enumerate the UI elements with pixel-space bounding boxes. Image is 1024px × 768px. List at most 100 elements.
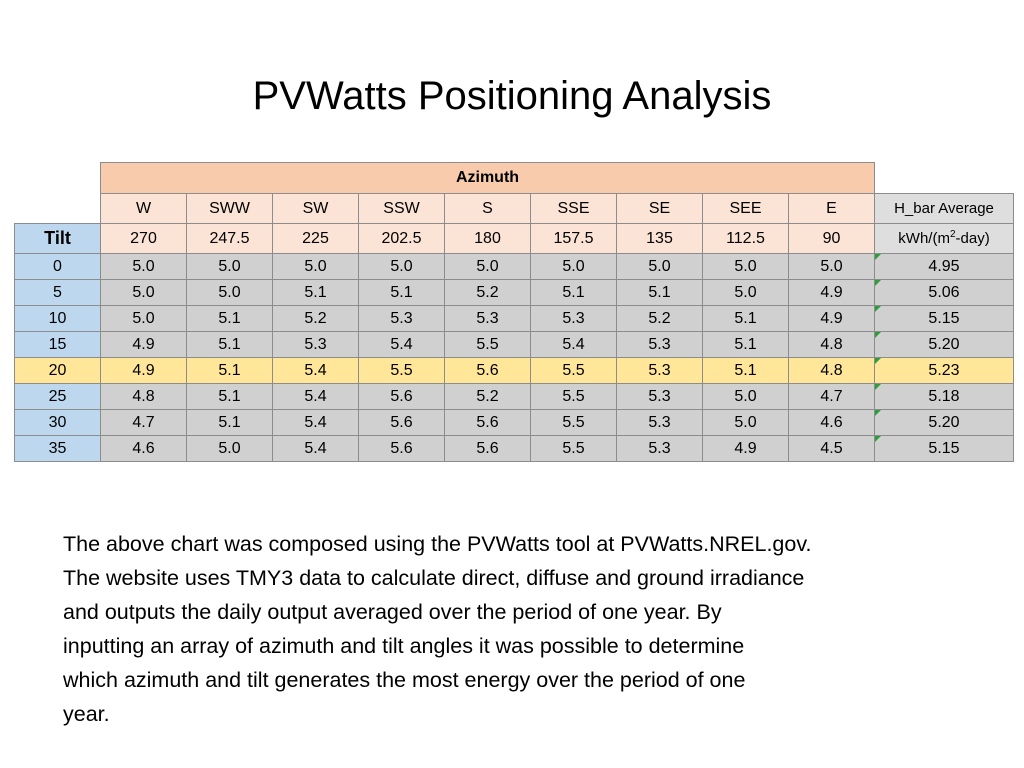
irradiance-value-cell: 5.0: [702, 383, 789, 410]
irradiance-value-cell: 5.5: [530, 357, 617, 384]
tilt-value-cell: 5: [14, 279, 101, 306]
tilt-value-cell: 30: [14, 409, 101, 436]
hbar-average-cell: 5.23: [874, 357, 1014, 384]
degree-row: Tilt 270 247.5 225 202.5 180 157.5 135 112.5 90 k…: [14, 223, 1014, 254]
hbar-unit-pre: kWh/(m: [898, 230, 950, 247]
irradiance-value-cell: 5.1: [186, 331, 273, 358]
irradiance-value-cell: 5.1: [358, 279, 445, 306]
tilt-row: 20 4.9 5.1 5.4 5.5 5.6 5.5 5.3 5.1 4.8 5.23: [14, 357, 1014, 384]
tilt-row: 5 5.0 5.0 5.1 5.1 5.2 5.1 5.1 5.0 4.9 5.06: [14, 279, 1014, 306]
irradiance-value-cell: 4.8: [100, 383, 187, 410]
irradiance-value-cell: 4.9: [788, 305, 875, 332]
irradiance-value-cell: 5.2: [444, 279, 531, 306]
hbar-average-cell: 5.06: [874, 279, 1014, 306]
positioning-table-container: Azimuth W SWW SW SSW S SSE SE SEE E H_bar Average…: [14, 162, 1014, 462]
irradiance-value-cell: 5.1: [272, 279, 359, 306]
hbar-average-cell: 4.95: [874, 253, 1014, 280]
tilt-value-cell: 25: [14, 383, 101, 410]
irradiance-value-cell: 5.0: [100, 279, 187, 306]
irradiance-value-cell: 5.6: [444, 409, 531, 436]
irradiance-value-cell: 5.3: [444, 305, 531, 332]
irradiance-value-cell: 5.0: [100, 305, 187, 332]
irradiance-value-cell: 5.4: [358, 331, 445, 358]
azimuth-direction-cell: SSE: [530, 193, 617, 224]
positioning-table: Azimuth W SWW SW SSW S SSE SE SEE E H_bar Average…: [14, 162, 1014, 462]
irradiance-value-cell: 5.0: [530, 253, 617, 280]
azimuth-direction-cell: E: [788, 193, 875, 224]
azimuth-degree-cell: 202.5: [358, 223, 445, 254]
tilt-value-cell: 15: [14, 331, 101, 358]
irradiance-value-cell: 4.6: [788, 409, 875, 436]
irradiance-value-cell: 5.0: [616, 253, 703, 280]
irradiance-value-cell: 5.3: [616, 331, 703, 358]
irradiance-value-cell: 5.1: [186, 357, 273, 384]
irradiance-value-cell: 5.0: [186, 253, 273, 280]
azimuth-direction-cell: S: [444, 193, 531, 224]
caption-line: which azimuth and tilt generates the mos…: [63, 668, 746, 692]
tilt-row: 30 4.7 5.1 5.4 5.6 5.6 5.5 5.3 5.0 4.6 5.20: [14, 409, 1014, 436]
tilt-value-cell: 10: [14, 305, 101, 332]
irradiance-value-cell: 5.5: [530, 409, 617, 436]
tilt-header: Tilt: [14, 223, 101, 254]
irradiance-value-cell: 5.4: [272, 409, 359, 436]
tilt-row: 25 4.8 5.1 5.4 5.6 5.2 5.5 5.3 5.0 4.7 5.18: [14, 383, 1014, 410]
irradiance-value-cell: 5.3: [616, 383, 703, 410]
azimuth-degree-cell: 112.5: [702, 223, 789, 254]
irradiance-value-cell: 5.2: [444, 383, 531, 410]
tilt-row: 10 5.0 5.1 5.2 5.3 5.3 5.3 5.2 5.1 4.9 5.15: [14, 305, 1014, 332]
irradiance-value-cell: 5.2: [272, 305, 359, 332]
tilt-value-cell: 20: [14, 357, 101, 384]
irradiance-value-cell: 5.0: [272, 253, 359, 280]
caption-line: year.: [63, 702, 110, 726]
hbar-average-cell: 5.15: [874, 305, 1014, 332]
azimuth-direction-cell: SSW: [358, 193, 445, 224]
irradiance-value-cell: 5.6: [358, 383, 445, 410]
caption-line: The website uses TMY3 data to calculate …: [63, 566, 805, 590]
irradiance-value-cell: 5.1: [186, 383, 273, 410]
irradiance-value-cell: 5.0: [100, 253, 187, 280]
irradiance-value-cell: 5.1: [702, 331, 789, 358]
azimuth-degree-cell: 270: [100, 223, 187, 254]
slide-title: PVWatts Positioning Analysis: [252, 74, 772, 118]
tilt-row: 35 4.6 5.0 5.4 5.6 5.6 5.5 5.3 4.9 4.5 5.15: [14, 435, 1014, 462]
irradiance-value-cell: 5.1: [186, 409, 273, 436]
azimuth-degree-cell: 90: [788, 223, 875, 254]
irradiance-value-cell: 5.0: [186, 279, 273, 306]
hbar-average-cell: 5.18: [874, 383, 1014, 410]
caption-text: The above chart was composed using the P…: [63, 527, 983, 731]
azimuth-header: Azimuth: [100, 162, 875, 194]
irradiance-value-cell: 5.3: [272, 331, 359, 358]
irradiance-value-cell: 5.3: [616, 357, 703, 384]
azimuth-degree-cell: 135: [616, 223, 703, 254]
irradiance-value-cell: 5.1: [616, 279, 703, 306]
irradiance-value-cell: 4.6: [100, 435, 187, 462]
irradiance-value-cell: 5.5: [530, 383, 617, 410]
irradiance-value-cell: 4.7: [100, 409, 187, 436]
azimuth-direction-cell: SE: [616, 193, 703, 224]
azimuth-direction-cell: SWW: [186, 193, 273, 224]
irradiance-value-cell: 5.1: [702, 305, 789, 332]
azimuth-degree-cell: 180: [444, 223, 531, 254]
irradiance-value-cell: 5.6: [444, 435, 531, 462]
irradiance-value-cell: 4.7: [788, 383, 875, 410]
corner-blank-2: [14, 193, 101, 224]
irradiance-value-cell: 5.6: [444, 357, 531, 384]
irradiance-value-cell: 4.9: [100, 357, 187, 384]
azimuth-direction-cell: W: [100, 193, 187, 224]
corner-blank-right: [874, 162, 1014, 194]
irradiance-value-cell: 5.4: [530, 331, 617, 358]
irradiance-value-cell: 5.5: [358, 357, 445, 384]
tilt-value-cell: 0: [14, 253, 101, 280]
irradiance-value-cell: 5.0: [444, 253, 531, 280]
caption-line: and outputs the daily output averaged ov…: [63, 600, 722, 624]
irradiance-value-cell: 5.5: [444, 331, 531, 358]
irradiance-value-cell: 5.0: [702, 253, 789, 280]
irradiance-value-cell: 5.4: [272, 383, 359, 410]
irradiance-value-cell: 5.6: [358, 435, 445, 462]
tilt-row: 15 4.9 5.1 5.3 5.4 5.5 5.4 5.3 5.1 4.8 5.20: [14, 331, 1014, 358]
hbar-unit-sup: 2: [949, 229, 956, 240]
irradiance-value-cell: 4.5: [788, 435, 875, 462]
irradiance-value-cell: 5.3: [616, 409, 703, 436]
irradiance-value-cell: 5.3: [530, 305, 617, 332]
irradiance-value-cell: 5.5: [530, 435, 617, 462]
